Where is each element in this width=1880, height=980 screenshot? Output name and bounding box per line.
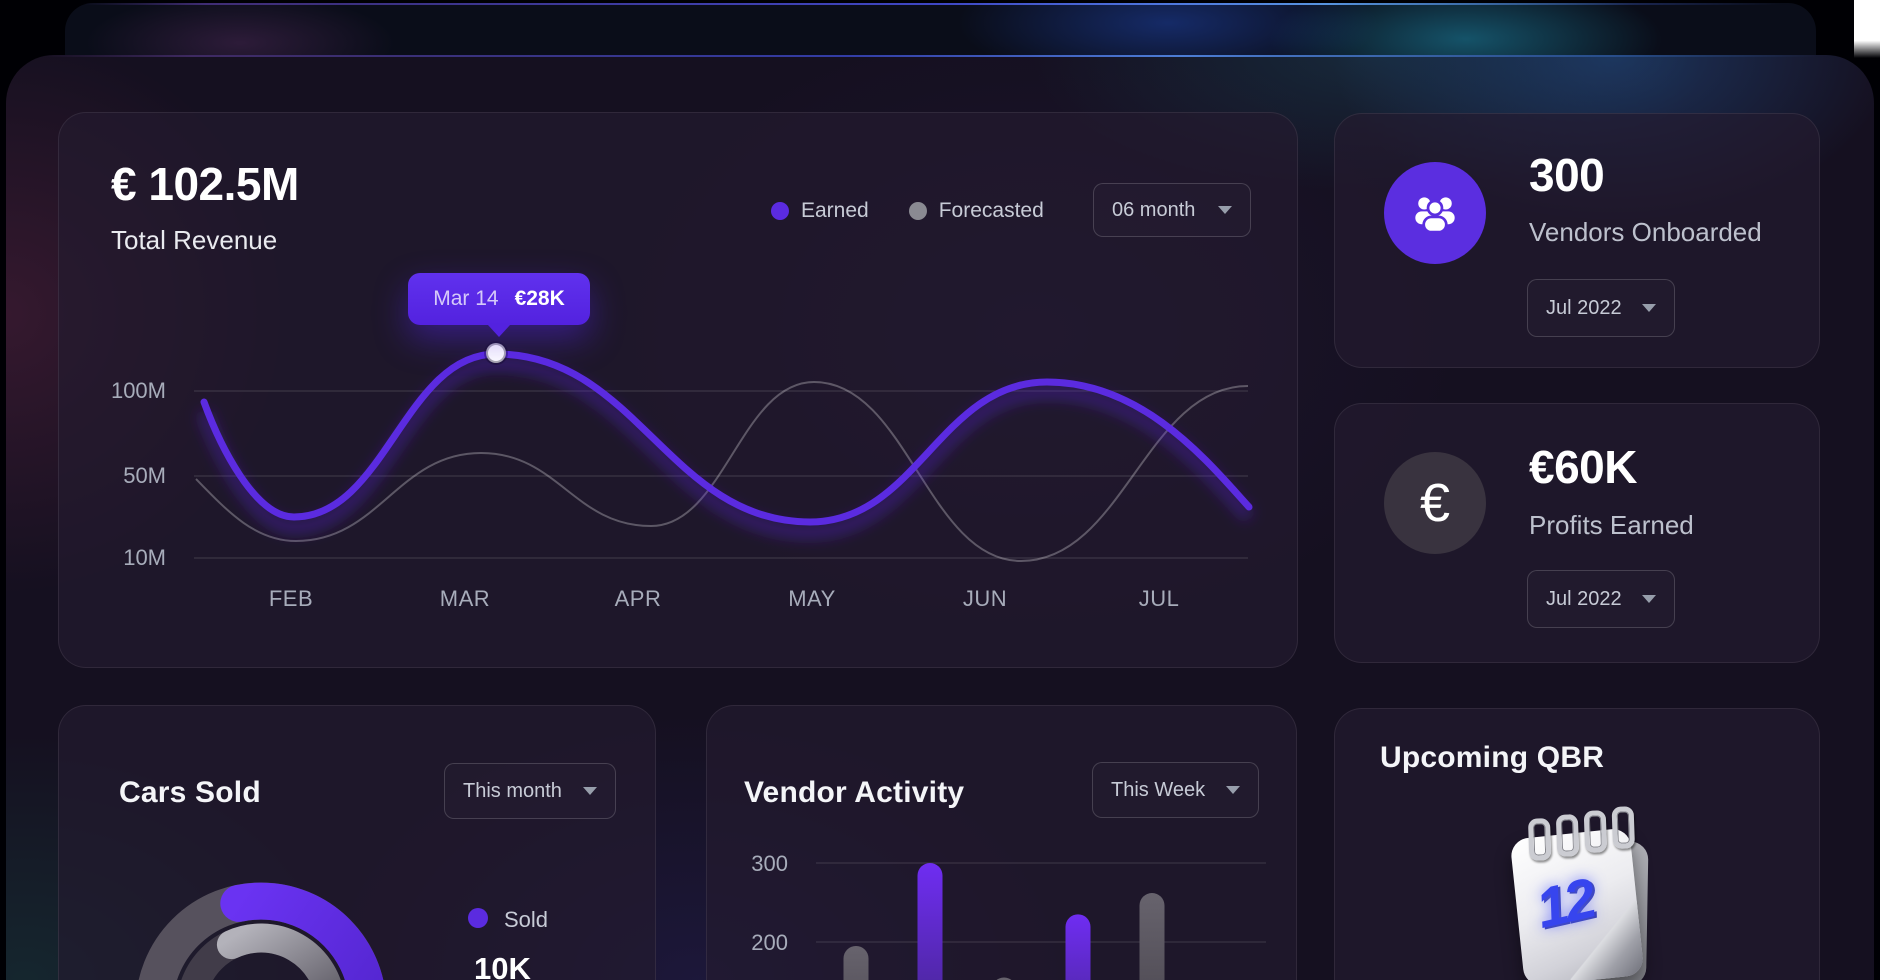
vendors-month-dropdown-value: Jul 2022	[1546, 296, 1622, 319]
y-tick: 300	[751, 851, 788, 876]
tooltip-value: €28K	[514, 287, 565, 310]
vendor-activity-card: Vendor Activity This Week	[706, 705, 1297, 980]
forecasted-legend-label: Forecasted	[938, 199, 1044, 222]
y-tick: 10M	[123, 545, 166, 570]
chevron-down-icon	[1642, 595, 1656, 603]
x-tick: MAY	[788, 586, 836, 611]
cars-sold-donut-chart	[138, 882, 384, 980]
cars-sold-title: Cars Sold	[119, 776, 261, 809]
upcoming-qbr-card: Upcoming QBR 12	[1334, 708, 1820, 980]
period-dropdown[interactable]: 06 month	[1093, 183, 1251, 237]
x-tick: JUL	[1138, 586, 1180, 611]
period-dropdown-value: 06 month	[1112, 198, 1196, 221]
revenue-line-chart	[194, 341, 1254, 563]
profits-month-dropdown[interactable]: Jul 2022	[1527, 570, 1675, 628]
vendors-label: Vendors Onboarded	[1529, 217, 1762, 247]
chevron-down-icon	[583, 787, 597, 795]
vendors-value: 300	[1529, 149, 1605, 201]
profits-value: €60K	[1529, 441, 1637, 493]
total-revenue-card: € 102.5M Total Revenue Earned Forecasted…	[58, 112, 1298, 668]
chart-tooltip: Mar 14 €28K	[408, 273, 590, 325]
vendor-activity-bar-chart	[816, 862, 1266, 980]
cars-month-dropdown-value: This month	[463, 779, 562, 802]
calendar-icon: 12	[1509, 806, 1652, 980]
activity-bar	[917, 863, 943, 980]
chevron-down-icon	[1226, 786, 1240, 794]
earned-legend-dot	[771, 202, 789, 220]
donut-inner-arc	[216, 923, 341, 980]
y-tick: 50M	[123, 463, 166, 488]
tooltip-date: Mar 14	[433, 287, 499, 310]
page-curl	[1563, 900, 1645, 980]
activity-bar	[1065, 914, 1091, 980]
activity-week-dropdown[interactable]: This Week	[1092, 762, 1259, 818]
chevron-down-icon	[1642, 304, 1656, 312]
earned-line	[200, 350, 1253, 526]
vendors-onboarded-card: 300 Vendors Onboarded Jul 2022	[1334, 113, 1820, 368]
x-tick: MAR	[439, 586, 491, 611]
vendor-activity-title: Vendor Activity	[744, 776, 965, 809]
y-tick: 100M	[110, 378, 166, 403]
total-revenue-label: Total Revenue	[111, 225, 278, 255]
profits-month-dropdown-value: Jul 2022	[1546, 587, 1622, 610]
sold-legend-label: Sold	[504, 907, 549, 932]
x-tick: JUN	[962, 586, 1008, 611]
chevron-down-icon	[1218, 206, 1232, 214]
activity-bar	[1139, 893, 1165, 980]
activity-week-dropdown-value: This Week	[1111, 778, 1206, 801]
top-right-corner-glow	[1854, 0, 1880, 58]
profits-earned-card: € €60K Profits Earned Jul 2022	[1334, 403, 1820, 663]
sold-legend-dot	[468, 908, 488, 928]
main-panel: € 102.5M Total Revenue Earned Forecasted…	[6, 55, 1874, 980]
earned-legend-label: Earned	[801, 199, 869, 222]
upcoming-qbr-title: Upcoming QBR	[1380, 741, 1605, 774]
cars-sold-card: Cars Sold This month	[58, 705, 656, 980]
total-revenue-value: € 102.5M	[111, 158, 299, 210]
x-tick: APR	[614, 586, 662, 611]
highlight-point-dot	[484, 341, 508, 365]
activity-bar	[996, 977, 1012, 980]
activity-bar	[843, 945, 869, 980]
cars-month-dropdown[interactable]: This month	[444, 763, 616, 819]
forecasted-legend-dot	[908, 202, 927, 220]
y-tick: 200	[751, 930, 788, 955]
euro-icon: €	[1384, 452, 1486, 554]
vendors-month-dropdown[interactable]: Jul 2022	[1527, 279, 1675, 337]
sold-legend-value: 10K	[474, 951, 531, 980]
x-tick: FEB	[268, 586, 314, 611]
donut-outer-arc	[220, 882, 384, 980]
chart-legend: Earned Forecasted	[771, 197, 1044, 225]
users-group-icon	[1384, 162, 1486, 264]
forecasted-line	[195, 380, 1249, 563]
profits-label: Profits Earned	[1529, 510, 1694, 540]
